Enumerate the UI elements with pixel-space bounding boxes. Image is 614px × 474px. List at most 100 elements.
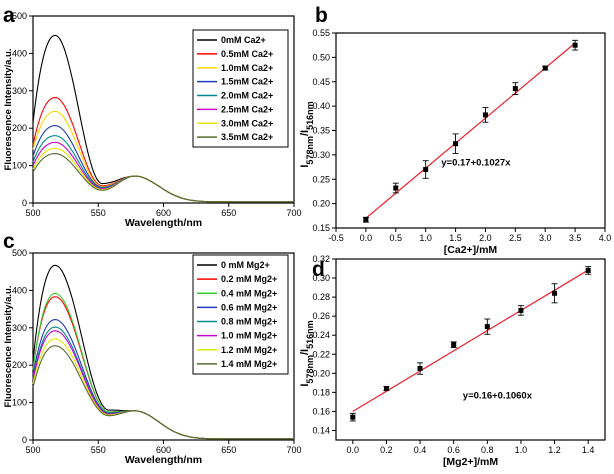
- y-label-mid: /I: [299, 349, 311, 355]
- legend-entry: 1.0 mM Mg2+: [221, 331, 277, 341]
- x-tick-label: 1.0: [419, 233, 432, 243]
- data-point: [423, 167, 429, 172]
- y-tick-label: 0.30: [312, 273, 330, 283]
- data-point: [552, 290, 558, 296]
- y-tick-label: 0.25: [312, 174, 330, 184]
- spectra-curves: [32, 264, 294, 440]
- y-tick-label: 100: [12, 398, 27, 408]
- panel-letter-a: a: [3, 4, 15, 27]
- x-tick-label: 0.0: [360, 233, 373, 243]
- y-tick-label: 100: [12, 161, 27, 171]
- plot-frame: [335, 258, 606, 441]
- y-tick-label: 0.20: [312, 368, 330, 378]
- data-point: [542, 65, 548, 71]
- spectrum-line: [32, 345, 294, 440]
- data-point: [383, 386, 389, 392]
- legend-entry: 3.0mM Ca2+: [221, 118, 273, 128]
- data-point: [572, 42, 578, 48]
- legend-entry: 0.8 mM Mg2+: [221, 317, 277, 327]
- panel-d: d 0.0 0.2 0.4 0.6 0.8 1.0 1.2 1.4 0.14 0.16 0.18 0.2…: [299, 254, 606, 468]
- x-tick-label: 650: [221, 445, 236, 455]
- y-tick-label: 0.50: [312, 52, 330, 62]
- legend-entry: 2.0mM Ca2+: [221, 91, 273, 101]
- x-tick-label: 4.0: [599, 233, 612, 243]
- x-tick-label: 650: [221, 208, 236, 218]
- x-axis-label: [Mg2+]/mM: [443, 456, 498, 468]
- panel-letter-c: c: [3, 230, 15, 253]
- y-tick-label: 400: [12, 48, 27, 58]
- y-tick-label: 0.24: [312, 330, 330, 340]
- y-axis-label: I578nm/I516nm: [299, 320, 315, 386]
- y-tick-label: 0.30: [312, 150, 330, 160]
- x-tick-label: 500: [25, 208, 40, 218]
- y-tick-label: 500: [12, 248, 27, 258]
- x-tick-label: 600: [156, 445, 171, 455]
- data-point: [484, 324, 490, 330]
- panel-letter-d: d: [312, 258, 325, 281]
- legend-entry: 1.0mM Ca2+: [221, 63, 273, 73]
- y-tick-label: 0.22: [312, 349, 330, 359]
- y-tick-label: 0: [22, 435, 27, 445]
- data-point: [482, 112, 488, 118]
- x-tick-label: 700: [286, 208, 301, 218]
- legend-entry: 0.4 mM Mg2+: [221, 288, 277, 298]
- data-point: [363, 217, 369, 223]
- y-label-main: I: [299, 165, 311, 168]
- legend-box: [192, 29, 289, 148]
- y-tick-label: 400: [12, 285, 27, 295]
- x-tick-label: 0.8: [481, 445, 494, 455]
- y-tick-label: 0.15: [312, 223, 330, 233]
- panel-letter-b: b: [315, 4, 328, 27]
- legend-entry: 0mM Ca2+: [221, 35, 266, 45]
- data-point: [451, 342, 457, 348]
- x-tick-label: 500: [25, 445, 40, 455]
- y-label-sub: 578nm: [305, 355, 315, 384]
- x-tick-label: 600: [156, 208, 171, 218]
- x-tick-label: 0.5: [390, 233, 403, 243]
- fit-line: [365, 42, 576, 219]
- data-point: [350, 414, 356, 420]
- data-point: [518, 307, 524, 313]
- fit-line: [352, 269, 589, 412]
- x-tick-label: 3.5: [569, 233, 582, 243]
- spectra-curves: [32, 34, 294, 203]
- legend-entry: 1.2 mM Mg2+: [221, 345, 277, 355]
- x-tick-label: 1.0: [515, 445, 528, 455]
- legend: 0mM Ca2+ 0.5mM Ca2+ 1.0mM Ca2+ 1.5mM Ca2+ 2.…: [192, 29, 289, 148]
- legend-entry: 3.5mM Ca2+: [221, 132, 273, 142]
- legend-entry: 2.5mM Ca2+: [221, 104, 273, 114]
- spectrum-line: [32, 153, 294, 203]
- x-tick-label: 0.0: [347, 445, 360, 455]
- x-tick-label: 1.5: [449, 233, 462, 243]
- y-tick-label: 200: [12, 360, 27, 370]
- y-tick-label: 0.32: [312, 254, 330, 264]
- y-label-sub2: 516nm: [305, 320, 315, 349]
- y-tick-label: 200: [12, 123, 27, 133]
- y-tick-label: 500: [12, 11, 27, 21]
- x-tick-label: -0.5: [328, 233, 344, 243]
- y-label-sub2: 516nm: [305, 101, 315, 130]
- y-tick-label: 0.40: [312, 101, 330, 111]
- y-tick-label: 0.55: [312, 28, 330, 38]
- data-point: [417, 366, 423, 372]
- data-point: [512, 86, 518, 92]
- y-tick-label: 0.26: [312, 311, 330, 321]
- y-tick-label: 0.16: [312, 406, 330, 416]
- y-tick-label: 0.28: [312, 292, 330, 302]
- x-tick-label: 550: [91, 445, 106, 455]
- legend-entry: 1.4 mM Mg2+: [221, 359, 277, 369]
- y-label-main: I: [299, 384, 311, 387]
- data-points: [349, 266, 592, 422]
- x-tick-label: 0.6: [447, 445, 460, 455]
- y-tick-label: 300: [12, 323, 27, 333]
- y-tick-label: 0: [22, 198, 27, 208]
- legend-box: [192, 254, 289, 375]
- x-axis-label: Wavelength/nm: [125, 217, 202, 229]
- x-tick-label: 700: [286, 445, 301, 455]
- y-label-sub: 578nm: [305, 136, 315, 165]
- x-tick-label: 1.2: [548, 445, 561, 455]
- y-tick-label: 0.45: [312, 77, 330, 87]
